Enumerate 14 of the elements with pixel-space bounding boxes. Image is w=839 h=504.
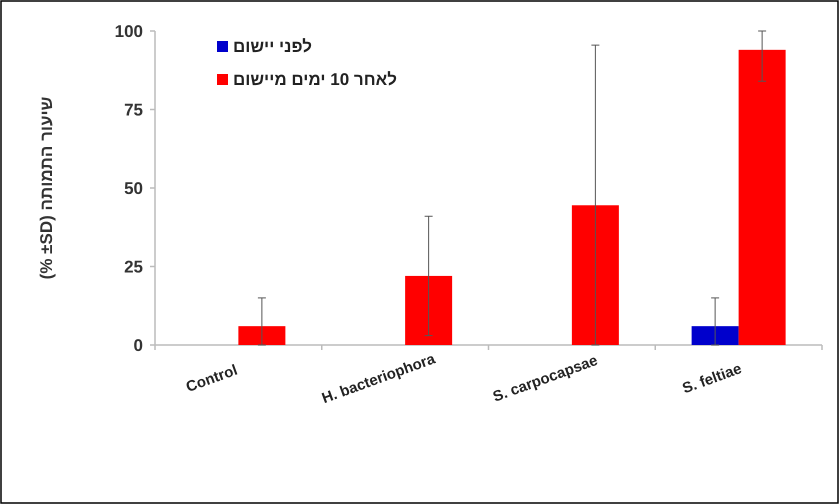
y-tick-label: 0 bbox=[134, 336, 143, 355]
bar bbox=[238, 326, 286, 345]
y-tick-label: 25 bbox=[124, 258, 143, 276]
bar bbox=[405, 276, 452, 345]
y-tick-label: 75 bbox=[124, 100, 143, 120]
y-axis-title: (% ±SD) שיעור התמותה bbox=[37, 96, 56, 280]
legend-label: לאחר 10 ימים מיישום bbox=[233, 70, 397, 89]
bar bbox=[738, 50, 786, 345]
bar bbox=[692, 326, 739, 345]
y-tick-label: 100 bbox=[114, 22, 143, 41]
y-tick-label: 50 bbox=[124, 179, 143, 198]
x-tick-label: S. feltiae bbox=[680, 360, 744, 398]
legend-label: לפני יישום bbox=[233, 37, 312, 56]
bar bbox=[572, 205, 619, 345]
